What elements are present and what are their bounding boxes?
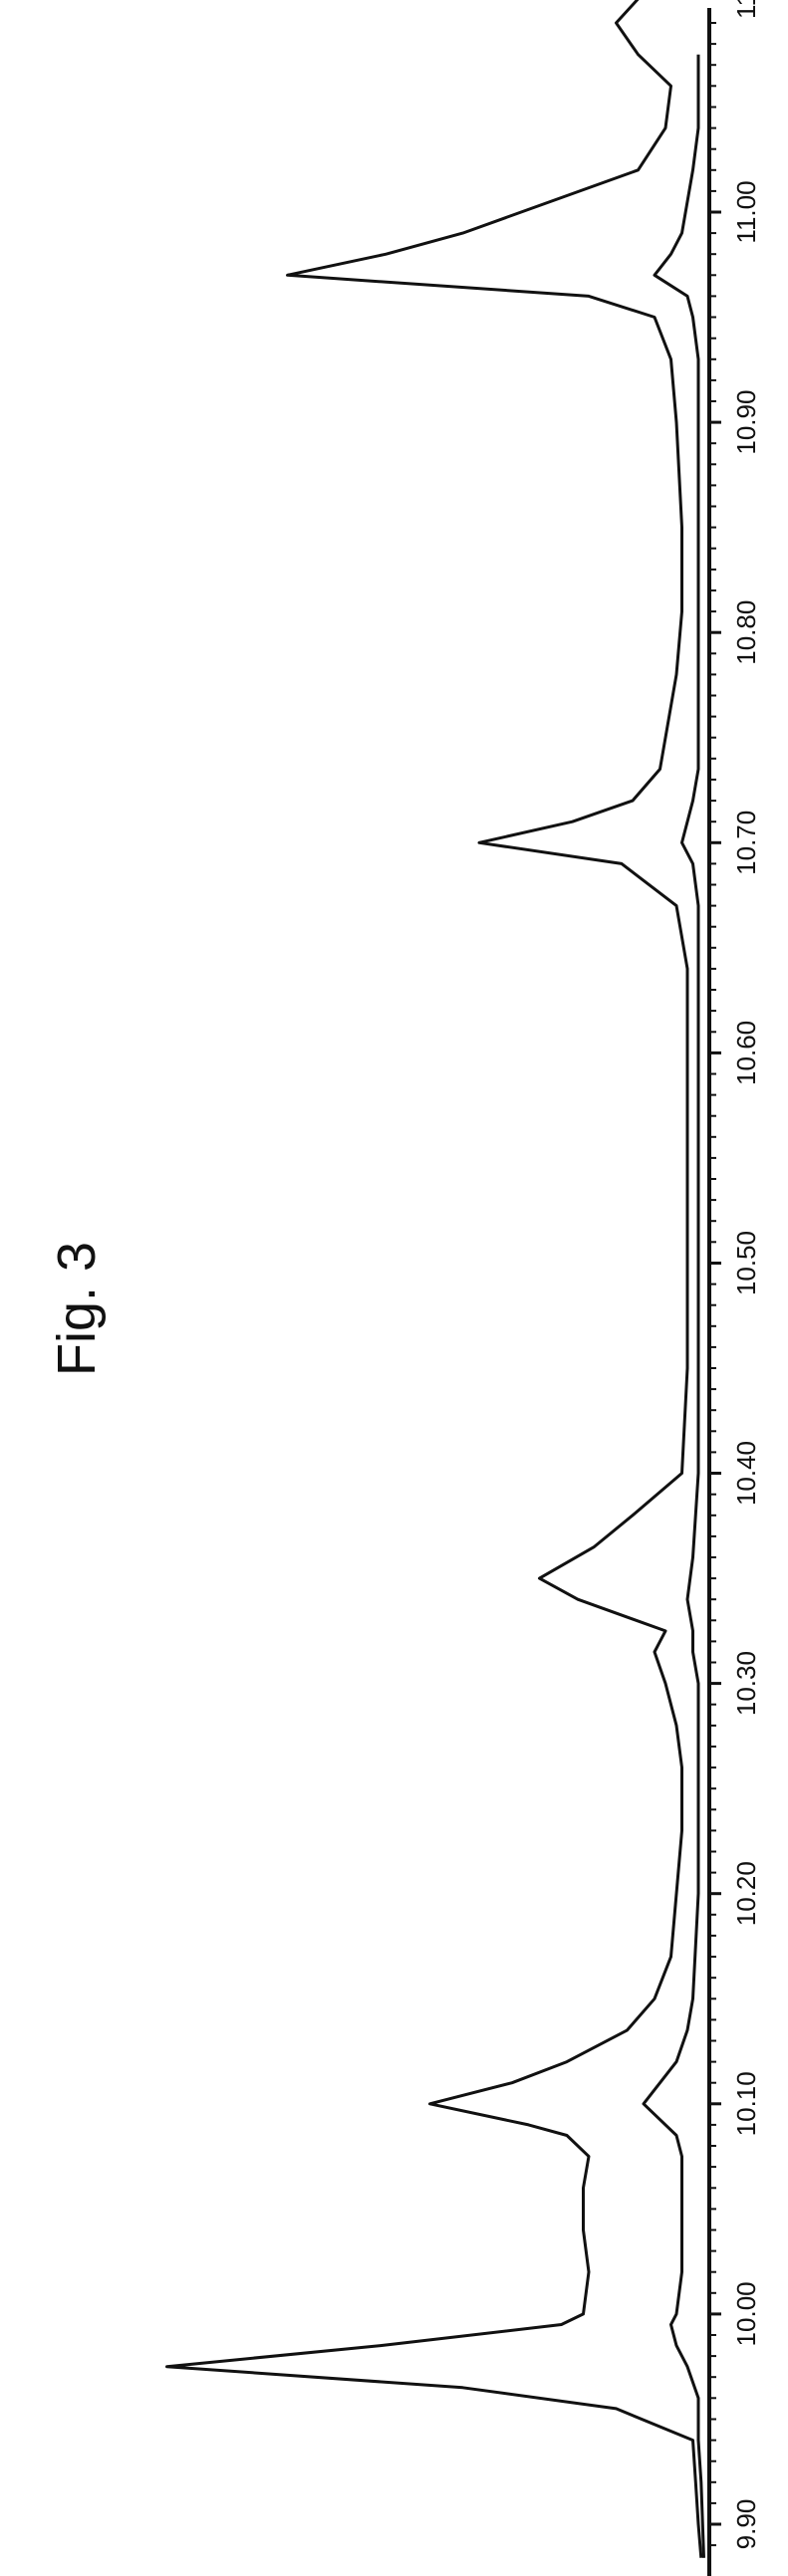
x-tick-label: 10.90 — [731, 390, 761, 455]
series-line-2 — [644, 55, 704, 2558]
x-tick-label: 10.00 — [731, 2281, 761, 2346]
x-tick-label: 11. — [731, 0, 761, 19]
series-line-1 — [167, 0, 701, 2558]
x-tick-label: 10.50 — [731, 1231, 761, 1295]
x-tick-label: 10.80 — [731, 600, 761, 665]
x-tick-label: 10.60 — [731, 1021, 761, 1085]
series-layer — [167, 0, 704, 2558]
x-tick-label: 11.00 — [731, 180, 761, 243]
x-tick-label: 10.70 — [731, 811, 761, 875]
x-tick-label: 10.20 — [731, 1861, 761, 1926]
x-tick-label: 9.90 — [731, 2499, 761, 2550]
x-tick-label: 10.30 — [731, 1651, 761, 1716]
x-tick-label: 10.40 — [731, 1441, 761, 1506]
x-tick-label: 10.10 — [731, 2071, 761, 2136]
x-axis: 9.90 10.00 10.10 10.20 10.30 10.40 10.50 10.60 1… — [709, 0, 761, 2576]
